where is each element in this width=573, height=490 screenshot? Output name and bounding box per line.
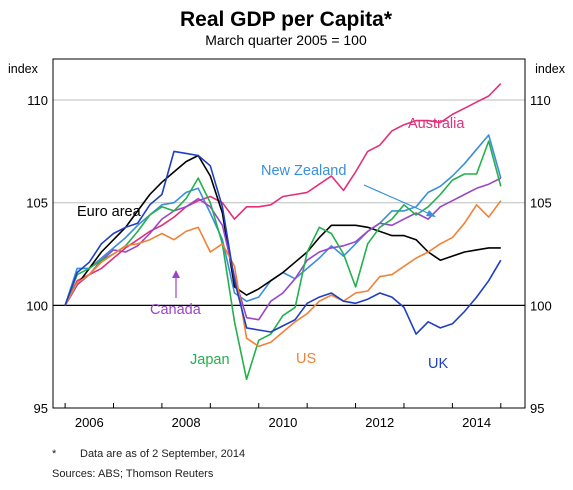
y-axis-unit-left: index [8,62,39,76]
y-tick-label-right: 100 [530,298,552,313]
new-zealand-arrowhead [426,210,436,217]
x-tick-label: 2012 [365,415,394,430]
series-labels: Australia New Zealand Euro area Canada J… [77,116,465,372]
series-line-australia [64,83,502,306]
y-tick-label-right: 110 [530,93,551,108]
y-tick-label-left: 110 [27,93,48,108]
canada-arrowhead [172,270,180,278]
label-uk: UK [428,356,448,372]
footnote-text: Data are as of 2 September, 2014 [80,448,245,460]
series-line-canada [64,177,502,321]
y-axis-unit-right: index [535,62,566,76]
label-japan: Japan [190,352,230,368]
x-tick-label: 2008 [172,415,201,430]
chart-title: Real GDP per Capita* [180,8,393,31]
label-us: US [296,351,316,367]
new-zealand-arrow [363,184,431,215]
y-tick-label-right: 95 [530,401,544,416]
series-line-us [64,200,502,348]
sources-label: Sources: [52,468,95,480]
plot-frame [52,58,526,409]
x-tick-label: 2006 [75,415,104,430]
annotation-arrows [172,184,436,298]
label-new-zealand: New Zealand [261,163,346,179]
series-line-uk [64,150,502,335]
gridlines [53,99,525,306]
label-euro-area: Euro area [77,204,142,220]
x-tick-label: 2010 [268,415,297,430]
axis-ticks: 95 95 100 100 105 105 110 110 2006 2008 2010 2012 20… [26,93,551,430]
footnote-marker: * [52,448,57,460]
y-tick-label-left: 100 [26,298,48,313]
series-lines [64,83,502,381]
chart-subtitle: March quarter 2005 = 100 [205,32,367,48]
label-canada: Canada [150,302,202,318]
y-tick-label-left: 95 [34,401,48,416]
series-line-japan [64,140,502,381]
y-tick-label-left: 105 [26,196,48,211]
x-tick-label: 2014 [462,415,491,430]
y-tick-label-right: 105 [530,196,552,211]
sources-text: ABS; Thomson Reuters [98,468,214,480]
label-australia: Australia [408,116,465,132]
